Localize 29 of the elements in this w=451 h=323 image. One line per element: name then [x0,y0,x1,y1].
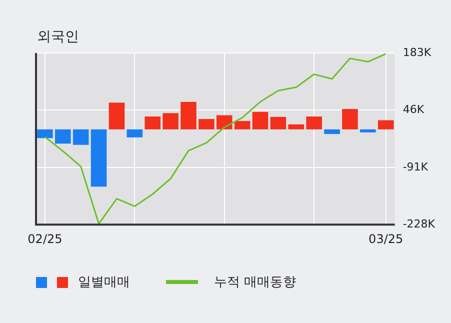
bar [126,129,143,138]
bar [306,116,322,130]
bar [108,102,125,130]
bar [288,124,304,130]
y-tick-label: -228K [402,217,436,230]
bar [144,116,161,130]
chart-title: 외국인 [37,28,79,46]
bar [198,118,214,130]
bar [324,129,340,134]
bar [55,129,71,144]
bar [216,115,232,130]
bar [270,116,286,130]
bar [162,113,178,130]
x-tick-label: 02/25 [28,232,62,246]
x-tick-label: 03/25 [368,232,404,246]
bar [252,112,268,130]
y-tick-label: 46K [402,103,425,116]
bar [37,129,53,138]
bar [180,102,196,130]
bar [234,121,250,130]
y-tick-label: 183K [402,46,432,59]
bar [72,129,89,145]
bar [90,129,107,187]
bar [342,108,358,130]
bar [378,120,394,130]
y-tick-label: -91K [402,160,429,174]
legend-label: 누적 매매동향 [214,274,296,291]
legend-label: 일별매매 [78,274,130,291]
bar [360,129,376,132]
